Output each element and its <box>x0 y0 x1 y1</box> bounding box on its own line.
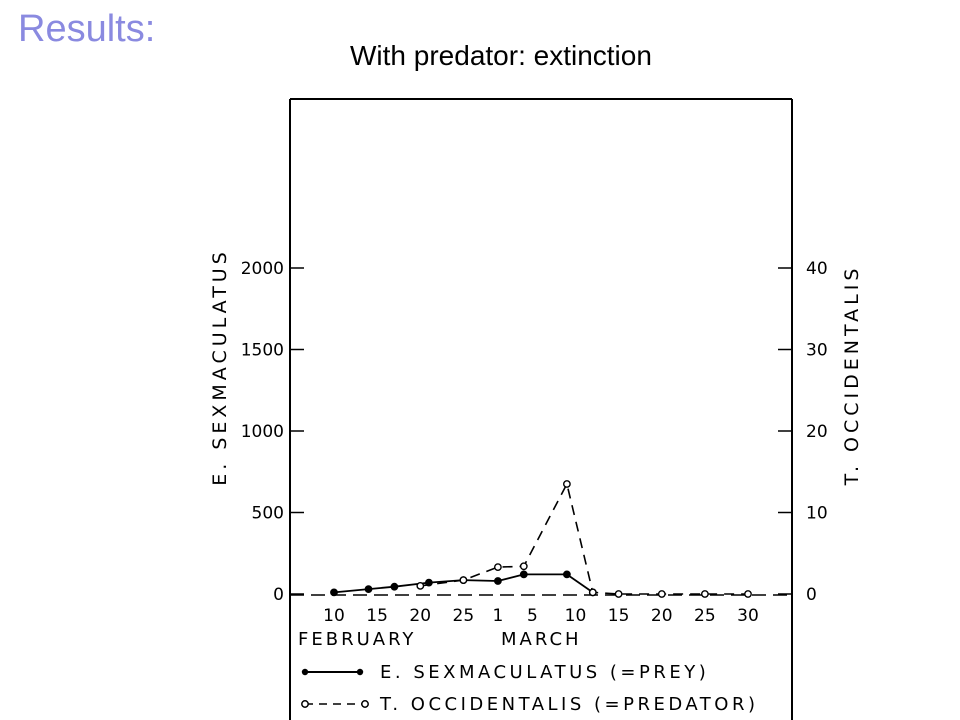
series-0-point-6 <box>519 570 528 579</box>
right-tick-label-3: 10 <box>806 504 828 524</box>
legend-prey-label: E. SEXMACULATUS (=PREY) <box>380 662 709 683</box>
series-0-point-0 <box>330 588 338 597</box>
legend-item-prey: E. SEXMACULATUS (=PREY) <box>301 662 709 683</box>
right-tick-label-0: 40 <box>806 259 828 279</box>
left-tick-label-3: 500 <box>252 504 284 524</box>
slide-title: Results: <box>18 8 156 50</box>
right-tick-label-2: 20 <box>806 422 828 442</box>
series-1-point-9 <box>744 590 752 598</box>
series-0-point-5 <box>493 577 502 585</box>
left-axis-title: E. SEXMACULATUS <box>209 248 231 486</box>
x-tick-label-5: 5 <box>527 606 538 626</box>
right-tick-label-4: 0 <box>806 585 817 605</box>
x-tick-label-2: 20 <box>409 606 431 626</box>
series-0-point-2 <box>390 582 399 591</box>
series-0-point-1 <box>364 585 373 593</box>
legend-prey-marker-end <box>356 668 364 676</box>
x-tick-label-10: 30 <box>737 606 759 626</box>
left-tick-label-1: 1500 <box>241 341 284 361</box>
series-layer <box>330 480 752 598</box>
right-axis-ticks: 40 30 20 10 0 <box>778 259 828 605</box>
legend-predator-marker-start <box>301 700 309 708</box>
x-tick-label-4: 1 <box>492 606 503 626</box>
left-tick-label-2: 1000 <box>241 422 284 442</box>
x-tick-label-9: 25 <box>694 606 716 626</box>
series-1-point-2 <box>493 563 502 571</box>
series-0-point-7 <box>563 570 571 579</box>
series-1-point-8 <box>701 590 709 598</box>
legend-predator-marker-end <box>361 700 369 708</box>
series-1-point-7 <box>657 590 666 598</box>
month-label-february: FEBRUARY <box>298 629 416 650</box>
series-1-point-5 <box>588 588 597 597</box>
x-tick-label-3: 25 <box>453 606 475 626</box>
series-1-point-4 <box>563 480 571 488</box>
left-tick-label-0: 2000 <box>241 259 284 279</box>
x-tick-label-1: 15 <box>366 606 388 626</box>
series-1-point-3 <box>519 562 528 571</box>
legend-predator-label: T. OCCIDENTALIS (=PREDATOR) <box>379 694 759 715</box>
series-line-1 <box>420 481 748 595</box>
left-axis-ticks: 2000 1500 1000 500 0 <box>241 259 304 605</box>
series-1-point-6 <box>614 590 623 598</box>
x-axis-ticks: 10 15 20 25 1 5 10 15 20 25 30 <box>323 606 759 626</box>
legend: E. SEXMACULATUS (=PREY) T. OCCIDENTALIS … <box>301 662 759 715</box>
x-tick-label-7: 15 <box>608 606 630 626</box>
x-tick-label-8: 20 <box>651 606 673 626</box>
series-1-point-0 <box>416 582 425 590</box>
plot-frame <box>289 98 793 720</box>
chart-heading: With predator: extinction <box>350 40 652 71</box>
left-tick-label-4: 0 <box>273 585 284 605</box>
month-label-march: MARCH <box>501 629 582 650</box>
right-axis-title: T. OCCIDENTALIS <box>841 265 863 487</box>
legend-item-predator: T. OCCIDENTALIS (=PREDATOR) <box>301 694 759 715</box>
x-tick-label-6: 10 <box>565 606 587 626</box>
legend-prey-marker-start <box>301 668 309 676</box>
x-tick-label-0: 10 <box>323 606 345 626</box>
series-1-point-1 <box>459 576 468 584</box>
right-tick-label-1: 30 <box>806 341 828 361</box>
